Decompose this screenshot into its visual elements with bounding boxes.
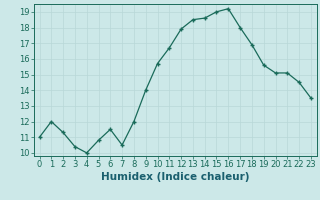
X-axis label: Humidex (Indice chaleur): Humidex (Indice chaleur) (101, 172, 250, 182)
